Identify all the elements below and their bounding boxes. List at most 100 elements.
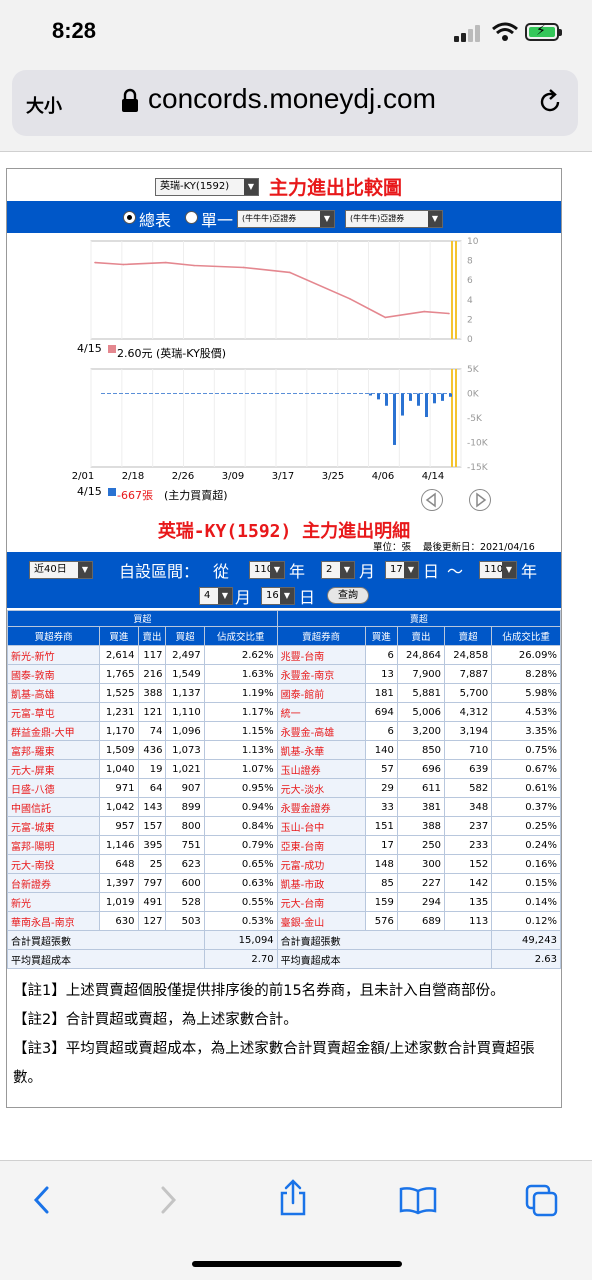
table-cell: 24,858 [444, 645, 493, 665]
chevron-down-icon: ▼ [244, 179, 258, 195]
broker-link[interactable]: 元大-台南 [276, 892, 366, 912]
url-text[interactable]: concords.moneydj.com [148, 83, 436, 114]
reload-icon[interactable] [536, 88, 564, 116]
table-cell: 1.13% [203, 740, 278, 760]
table-cell: 7,887 [444, 664, 493, 684]
column-header: 買超 [165, 626, 205, 646]
broker-link[interactable]: 元富-草屯 [6, 702, 101, 722]
broker-link[interactable]: 群益金鼎-大甲 [6, 721, 101, 741]
table-cell: 388 [396, 816, 446, 836]
table-cell: 1.19% [203, 683, 278, 703]
unit-label: 單位：張 [373, 542, 412, 553]
broker-link[interactable]: 日盛-八德 [6, 778, 101, 798]
table-cell: 1.17% [203, 702, 278, 722]
browser-address-area: 大小 concords.moneydj.com [0, 66, 592, 152]
year-label-2: 年 [521, 562, 538, 581]
broker-select-1[interactable]: (牛牛牛)亞證券 ▼ [237, 210, 335, 228]
broker-link[interactable]: 亞東-台南 [276, 835, 366, 855]
single-label: 單一 [201, 211, 234, 230]
range-label: 自設區間： [119, 562, 200, 581]
table-cell: 0.75% [491, 740, 561, 760]
broker-link[interactable]: 玉山-台中 [276, 816, 366, 836]
text-size-button[interactable]: 大小 [26, 96, 62, 117]
chevron-down-icon: ▼ [404, 562, 418, 578]
table-cell: 117 [137, 645, 167, 665]
table-cell: 1.07% [203, 759, 278, 779]
table-row: 日盛-八德 971 64 907 0.95% 元大-淡水 29 611 582 0.61% [6, 778, 561, 798]
broker-link[interactable]: 新光-新竹 [6, 645, 101, 665]
broker-link[interactable]: 永豐金證券 [276, 797, 366, 817]
period-select[interactable]: 近40日 ▼ [29, 561, 93, 579]
broker-link[interactable]: 元富-城東 [6, 816, 101, 836]
broker-link[interactable]: 元大-南投 [6, 854, 101, 874]
net-legend-date: 4/15 [77, 485, 102, 498]
table-row: 華南永昌-南京 630 127 503 0.53% 臺銀-金山 576 689 113 0.12% [6, 911, 561, 931]
month-from-select[interactable]: 2 ▼ [321, 561, 355, 579]
broker-link[interactable]: 凱基-高雄 [6, 683, 101, 703]
main-panel: 英瑞-KY(1592) ▼ 主力進出比較圖 總表 單一 (牛牛牛)亞證券 ▼ (… [6, 168, 562, 1108]
x-tick: 3/17 [272, 471, 294, 482]
address-bar[interactable]: 大小 concords.moneydj.com [12, 70, 578, 136]
chart-next-button[interactable] [469, 489, 491, 511]
broker-link[interactable]: 玉山證券 [276, 759, 366, 779]
table-cell: 689 [396, 911, 446, 931]
year-from-select[interactable]: 110 ▼ [249, 561, 285, 579]
day-from-select[interactable]: 17 ▼ [385, 561, 419, 579]
net-legend-text: (主力買賣超) [164, 489, 228, 502]
table-row: 富邦-羅東 1,509 436 1,073 1.13% 凱基-永華 140 850 710 0.7… [6, 740, 561, 760]
day-to-select[interactable]: 16 ▼ [261, 587, 295, 605]
table-row: 中國信託 1,042 143 899 0.94% 永豐金證券 33 381 348 0.37% [6, 797, 561, 817]
table-cell: 395 [137, 835, 167, 855]
broker-link[interactable]: 凱基-市政 [276, 873, 366, 893]
home-indicator [192, 1261, 402, 1267]
table-cell: 6 [364, 721, 398, 741]
broker-link[interactable]: 統一 [276, 702, 366, 722]
stock-select[interactable]: 英瑞-KY(1592) ▼ [155, 178, 259, 196]
broker-link[interactable]: 兆豐-台南 [276, 645, 366, 665]
year-to-select[interactable]: 110 ▼ [479, 561, 517, 579]
table-cell: 751 [165, 835, 205, 855]
table-cell: 181 [364, 683, 398, 703]
column-header: 賣出 [137, 626, 167, 646]
table-column-header: 買超券商 買進 賣出 買超 佔成交比重 賣超券商 買進 賣出 賣超 佔成交比重 [6, 626, 561, 646]
single-radio[interactable] [185, 211, 198, 224]
table-cell: 600 [165, 873, 205, 893]
broker-link[interactable]: 國泰-館前 [276, 683, 366, 703]
total-sell-value: 49,243 [491, 930, 561, 950]
broker-link[interactable]: 凱基-永華 [276, 740, 366, 760]
table-cell: 17 [364, 835, 398, 855]
broker-link[interactable]: 台新證券 [6, 873, 101, 893]
chart-prev-button[interactable] [421, 489, 443, 511]
month-to-select[interactable]: 4 ▼ [199, 587, 233, 605]
net-bar [369, 393, 372, 396]
bookmarks-icon[interactable] [398, 1185, 438, 1215]
broker-link[interactable]: 富邦-羅東 [6, 740, 101, 760]
avg-buy-label: 平均買超成本 [7, 949, 205, 969]
broker-link[interactable]: 元富-成功 [276, 854, 366, 874]
share-icon[interactable] [278, 1179, 308, 1217]
broker-link[interactable]: 富邦-陽明 [6, 835, 101, 855]
table-cell: 1,019 [99, 892, 139, 912]
lock-icon [122, 88, 138, 112]
table-cell: 797 [137, 873, 167, 893]
avg-sell-label: 平均賣超成本 [276, 949, 493, 969]
broker-link[interactable]: 永豐金-高雄 [276, 721, 366, 741]
broker-link[interactable]: 元大-屏東 [6, 759, 101, 779]
broker-link[interactable]: 永豐金-南京 [276, 664, 366, 684]
broker-link[interactable]: 臺銀-金山 [276, 911, 366, 931]
broker-link[interactable]: 中國信託 [6, 797, 101, 817]
broker-select-2[interactable]: (牛牛牛)亞證券 ▼ [345, 210, 443, 228]
total-radio[interactable] [123, 211, 136, 224]
broker-link[interactable]: 新光 [6, 892, 101, 912]
forward-icon[interactable] [156, 1185, 180, 1215]
query-button[interactable]: 查詢 [327, 587, 369, 604]
table-cell: 1,042 [99, 797, 139, 817]
table-group-header: 買超 賣超 [7, 610, 562, 627]
back-icon[interactable] [30, 1185, 54, 1215]
buy-group-header: 買超 [7, 610, 278, 627]
chevron-down-icon: ▼ [280, 588, 294, 604]
tabs-icon[interactable] [524, 1183, 560, 1217]
broker-link[interactable]: 國泰-敦南 [6, 664, 101, 684]
broker-link[interactable]: 元大-淡水 [276, 778, 366, 798]
broker-link[interactable]: 華南永昌-南京 [6, 911, 101, 931]
